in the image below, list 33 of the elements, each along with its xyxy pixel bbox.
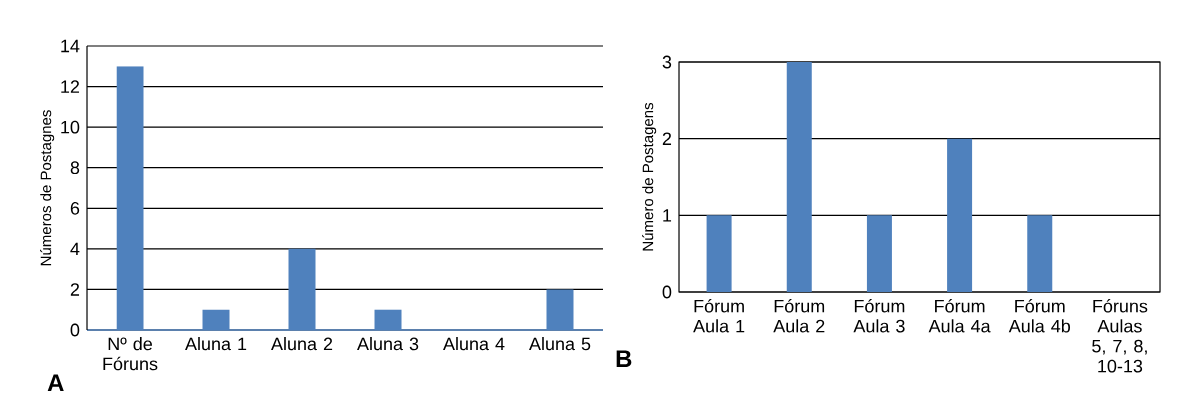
y-tick-label: 0 — [70, 323, 80, 337]
x-tick-label: Aluna 4 — [443, 337, 505, 351]
y-axis-title: Número de Postagens — [642, 102, 657, 251]
bar — [1027, 215, 1053, 292]
bar — [866, 215, 892, 292]
x-tick-label: Aluna 5 — [529, 337, 591, 351]
x-tick-label: Fórum Aula 4a — [928, 299, 991, 333]
y-tick-label: 1 — [663, 209, 672, 222]
y-tick-label: 4 — [70, 242, 80, 256]
y-tick-label: 14 — [61, 39, 80, 53]
y-axis-title: Números de Postagnes — [40, 110, 55, 266]
bar — [786, 62, 812, 292]
y-tick-label: 10 — [61, 120, 80, 134]
y-tick-label: 6 — [70, 201, 80, 215]
x-tick-label: Fóruns Aulas 5, 7, 8, 10-13 — [1092, 299, 1148, 373]
y-tick-label: 8 — [70, 161, 80, 175]
x-tick-label: Aluna 2 — [271, 337, 333, 351]
bar — [947, 138, 973, 292]
y-tick-label: 2 — [70, 283, 80, 296]
y-tick-label: 2 — [662, 132, 672, 145]
y-tick-label: 12 — [61, 80, 80, 93]
x-tick-label: Fórum Aula 2 — [773, 299, 825, 333]
x-tick-label: Aluna 3 — [357, 337, 419, 351]
bar — [706, 215, 732, 292]
x-tick-label: Fórum Aula 3 — [853, 299, 905, 333]
x-tick-label: Aluna 1 — [185, 337, 247, 351]
text: A — [47, 374, 64, 391]
x-tick-label: Fórum Aula 4b — [1008, 299, 1071, 333]
x-tick-label: Nº de Fóruns — [103, 337, 158, 371]
y-tick-label: 3 — [662, 55, 672, 69]
y-tick-label: 0 — [662, 285, 672, 299]
x-tick-label: Fórum Aula 1 — [693, 299, 745, 333]
text: B — [616, 350, 632, 367]
